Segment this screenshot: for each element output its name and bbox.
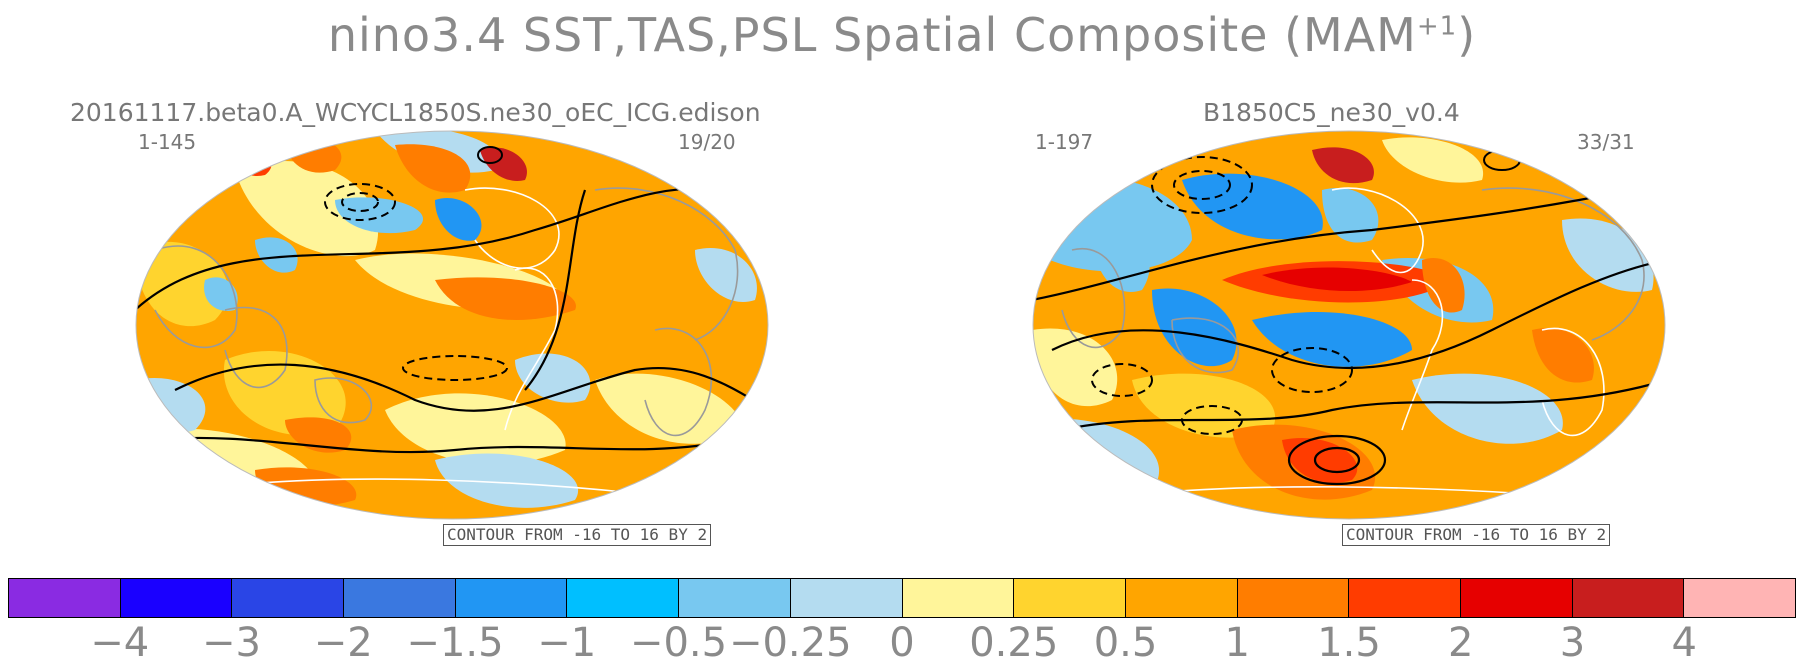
colorbar-tick-label: 3 <box>1559 620 1586 666</box>
colorbar-segment <box>567 579 680 617</box>
colorbar-tick-label: 1 <box>1224 620 1250 666</box>
colorbar-segment <box>120 579 233 617</box>
panel-2-title: B1850C5_ne30_v0.4 <box>1203 98 1460 127</box>
colorbar-tick-label: −0.5 <box>629 620 728 666</box>
colorbar-labels: −4 −3 −2 −1.5 −1 −0.5 −0.25 0 0.25 0.5 1 1.5 2 3 4 <box>0 620 1804 666</box>
panel-2-contour-label: CONTOUR FROM -16 TO 16 BY 2 <box>1342 524 1611 546</box>
colorbar-segment <box>344 579 456 617</box>
panel-1-count: 19/20 <box>678 130 736 154</box>
panel-1-title: 20161117.beta0.A_WCYCL1850S.ne30_oEC_ICG… <box>70 98 761 127</box>
colorbar-segment <box>790 579 903 617</box>
colorbar-segment <box>1125 579 1238 617</box>
main-title: nino3.4 SST,TAS,PSL Spatial Composite (M… <box>327 8 1477 62</box>
panel-1-years: 1-145 <box>138 130 197 154</box>
colorbar-tick-label: −3 <box>202 620 261 666</box>
colorbar-tick-label: 1.5 <box>1317 620 1381 666</box>
colorbar-tick-label: 0 <box>889 620 915 666</box>
colorbar-tick-label: −1 <box>537 620 597 666</box>
colorbar-segment <box>1349 579 1461 617</box>
colorbar-tick-label: −4 <box>90 620 150 666</box>
colorbar-segment <box>1460 579 1573 617</box>
colorbar-tick-label: 0.5 <box>1093 620 1158 666</box>
panel-1-map <box>135 130 769 520</box>
colorbar-segment <box>9 579 121 617</box>
colorbar-tick-label: 4 <box>1671 620 1697 666</box>
colorbar-segment <box>1684 579 1795 617</box>
colorbar-tick-label: 0.25 <box>969 620 1059 666</box>
colorbar-segment <box>455 579 568 617</box>
panel-1-contour-label: CONTOUR FROM -16 TO 16 BY 2 <box>443 524 712 546</box>
panel-2-count: 33/31 <box>1577 130 1635 154</box>
colorbar-tick-label: −1.5 <box>406 620 504 666</box>
colorbar-segment <box>1014 579 1126 617</box>
colorbar-segment <box>232 579 345 617</box>
colorbar <box>8 578 1796 618</box>
colorbar-segment <box>1237 579 1350 617</box>
colorbar-tick-label: 2 <box>1448 620 1474 666</box>
colorbar-tick-label: −2 <box>313 620 373 666</box>
colorbar-segment <box>902 579 1015 617</box>
colorbar-segment <box>1572 579 1685 617</box>
colorbar-tick-label: −0.25 <box>728 620 852 666</box>
colorbar-segment <box>679 579 791 617</box>
panel-2-map <box>1032 130 1666 520</box>
panel-2-years: 1-197 <box>1035 130 1094 154</box>
